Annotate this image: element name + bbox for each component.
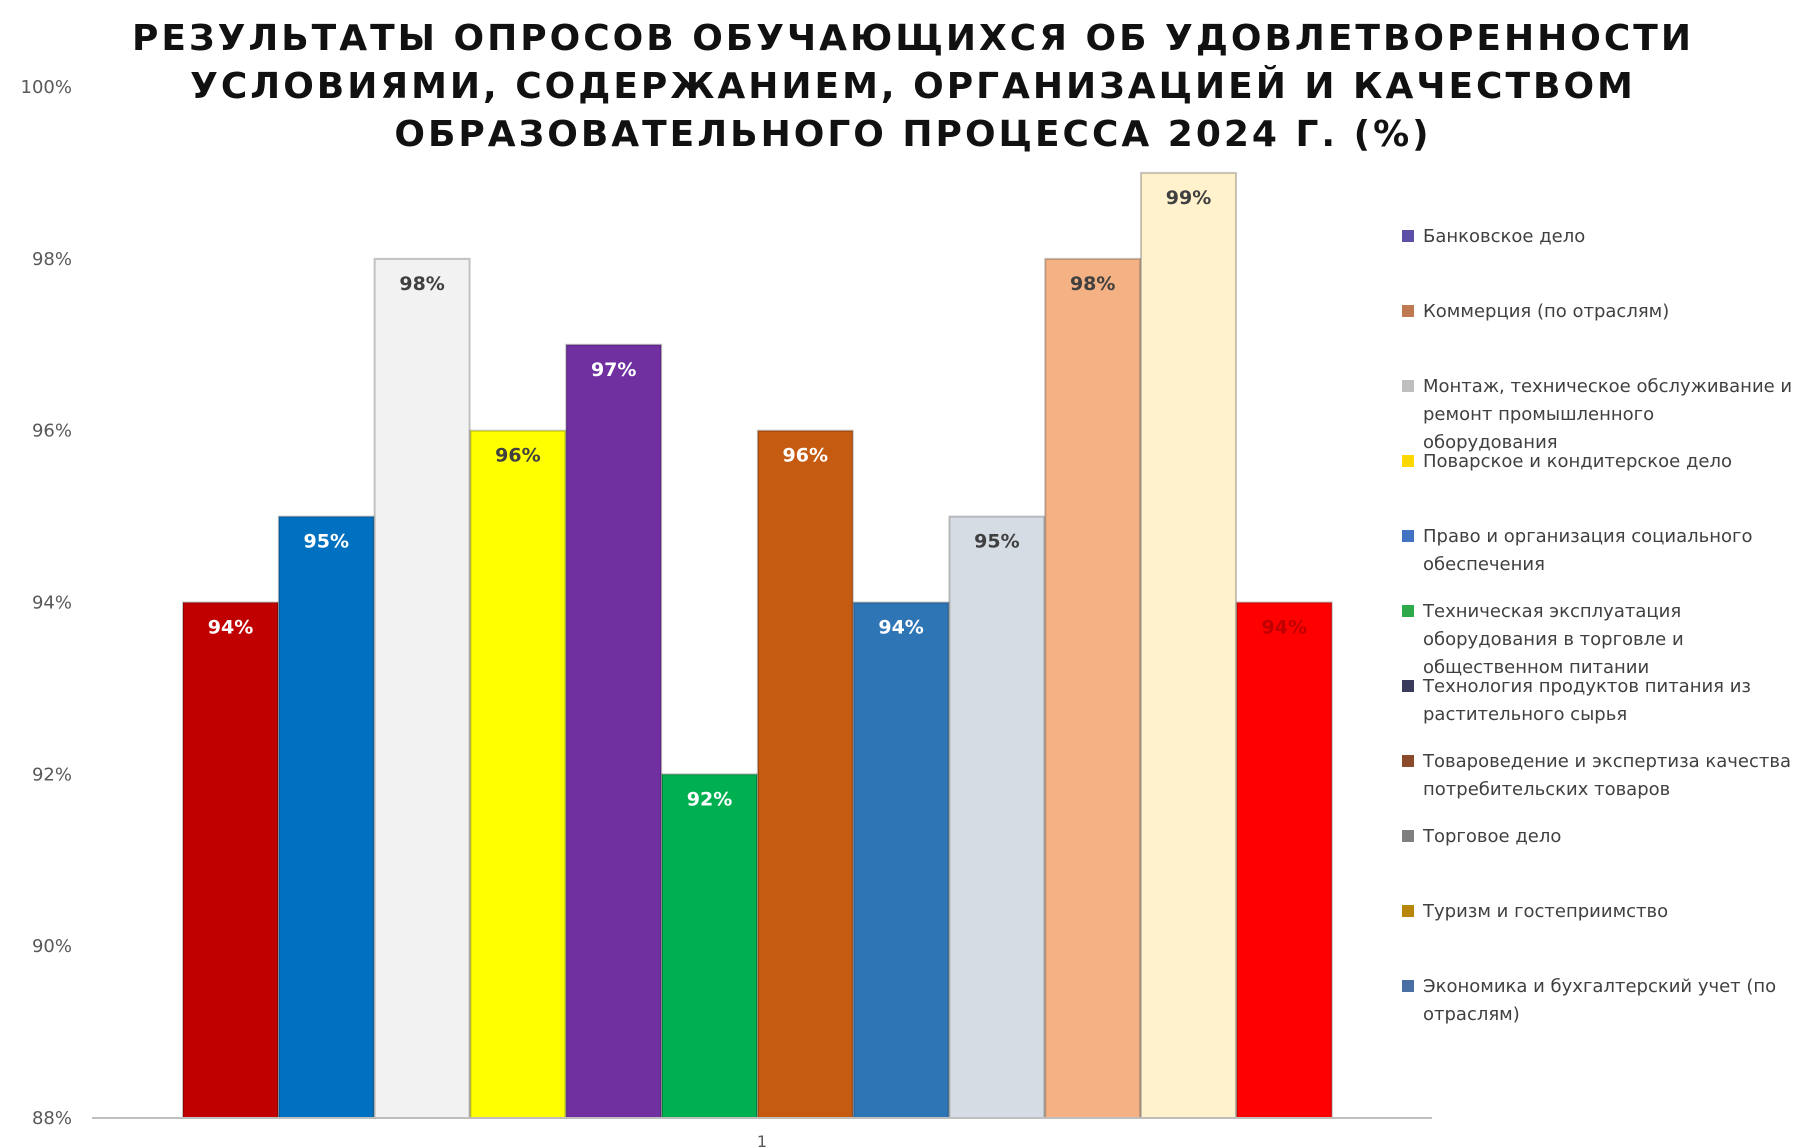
legend-swatch: [1402, 530, 1414, 542]
bar-8: [852, 601, 950, 1119]
bar-1: [182, 601, 279, 1119]
legend-entry: Экономика и бухгалтерский учет (по отрасл…: [1423, 976, 1776, 1025]
data-label: 95%: [304, 531, 349, 553]
bar-7: [756, 429, 854, 1119]
legend-swatch: [1402, 230, 1414, 242]
data-label: 95%: [974, 531, 1019, 553]
y-axis: 88% 90% 92% 94% 96% 98% 100%: [21, 77, 72, 1129]
chart-title-line-3: ОБРАЗОВАТЕЛЬНОГО ПРОЦЕССА 2024 Г. (%): [394, 114, 1431, 155]
data-label: 99%: [1166, 187, 1211, 209]
legend-entry: Техническая эксплуатация оборудования в т…: [1422, 601, 1684, 678]
data-label: 98%: [1070, 273, 1115, 295]
legend-swatch: [1402, 380, 1414, 392]
data-labels: 94% 95% 98% 96% 97% 92% 96% 94% 95% 98% 99% 94%: [208, 187, 1307, 810]
data-label: 94%: [878, 617, 923, 639]
chart-title: РЕЗУЛЬТАТЫ ОПРОСОВ ОБУЧАЮЩИХСЯ ОБ УДОВЛЕ…: [132, 18, 1694, 155]
legend-swatch: [1402, 305, 1414, 317]
data-label: 94%: [1262, 617, 1307, 639]
y-tick-label: 94%: [32, 593, 72, 614]
bar-3: [373, 257, 471, 1120]
bar-2: [277, 515, 375, 1119]
legend-entry: Технология продуктов питания из раститель…: [1422, 676, 1751, 725]
data-label: 94%: [208, 617, 253, 639]
legend-swatch: [1402, 980, 1414, 992]
bar-4: [469, 429, 567, 1119]
legend-entry: Коммерция (по отраслям): [1423, 301, 1669, 322]
legend-entry: Монтаж, техническое обслуживание и ремонт…: [1423, 376, 1792, 453]
legend-entry: Товароведение и экспертиза качества потре…: [1422, 751, 1791, 800]
data-label: 98%: [399, 273, 444, 295]
legend-swatch: [1402, 605, 1414, 617]
y-tick-label: 100%: [21, 77, 72, 98]
data-label: 96%: [495, 445, 540, 467]
chart-title-line-1: РЕЗУЛЬТАТЫ ОПРОСОВ ОБУЧАЮЩИХСЯ ОБ УДОВЛЕ…: [132, 18, 1694, 59]
y-tick-label: 88%: [32, 1108, 72, 1129]
legend-swatch: [1402, 680, 1414, 692]
bar-9: [948, 515, 1046, 1119]
y-tick-label: 90%: [32, 936, 72, 957]
bar-5: [565, 343, 663, 1119]
y-tick-label: 92%: [32, 764, 72, 785]
bar-12: [1235, 601, 1333, 1119]
data-label: 92%: [687, 788, 732, 810]
data-label: 97%: [591, 359, 636, 381]
legend-entry: Туризм и гостеприимство: [1422, 901, 1668, 922]
y-tick-label: 98%: [32, 249, 72, 270]
bars: [182, 171, 1333, 1120]
chart-title-line-2: УСЛОВИЯМИ, СОДЕРЖАНИЕМ, ОРГАНИЗАЦИЕЙ И К…: [190, 65, 1636, 107]
bar-6: [661, 773, 758, 1119]
legend-entry: Торговое дело: [1422, 826, 1561, 847]
legend-entry: Право и организация социального обеспечен…: [1423, 526, 1753, 575]
x-tick-label: 1: [757, 1132, 767, 1148]
data-label: 96%: [783, 445, 828, 467]
x-axis: 1: [757, 1132, 767, 1148]
legend-entry: Поварское и кондитерское дело: [1423, 451, 1732, 472]
y-tick-label: 96%: [32, 421, 72, 442]
legend-swatch: [1402, 455, 1414, 467]
legend-entry: Банковское дело: [1423, 226, 1585, 247]
legend: Банковское дело Коммерция (по отраслям) Мо…: [1402, 226, 1792, 1025]
bar-11: [1140, 171, 1237, 1119]
legend-swatch: [1402, 755, 1414, 767]
legend-swatch: [1402, 830, 1414, 842]
legend-swatch: [1402, 905, 1414, 917]
bar-10: [1044, 257, 1142, 1120]
